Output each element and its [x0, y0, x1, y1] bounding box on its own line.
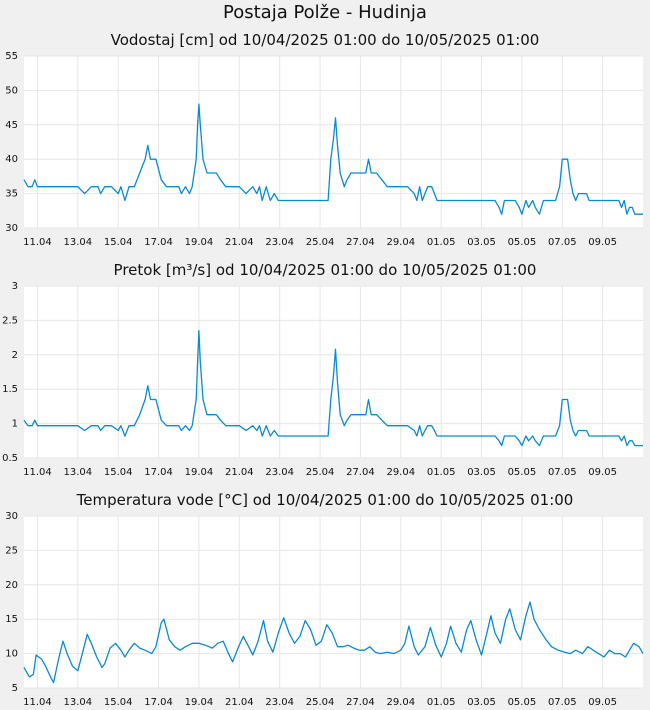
- y-tick-label: 10: [5, 649, 18, 660]
- y-tick-label: 0.5: [2, 453, 18, 464]
- x-tick-label: 19.04: [185, 467, 214, 478]
- x-tick-label: 27.04: [346, 697, 375, 708]
- x-tick-label: 19.04: [185, 237, 214, 248]
- y-tick-label: 1: [12, 419, 18, 430]
- x-tick-label: 15.04: [104, 237, 133, 248]
- x-tick-label: 25.04: [306, 697, 335, 708]
- x-tick-label: 11.04: [23, 467, 52, 478]
- x-tick-label: 21.04: [225, 237, 254, 248]
- x-tick-label: 25.04: [306, 467, 335, 478]
- x-tick-label: 23.04: [265, 237, 294, 248]
- x-tick-label: 05.05: [508, 467, 537, 478]
- y-tick-label: 40: [5, 154, 18, 165]
- y-tick-label: 30: [5, 511, 18, 522]
- x-tick-label: 29.04: [386, 237, 415, 248]
- x-tick-label: 27.04: [346, 237, 375, 248]
- x-tick-label: 29.04: [386, 467, 415, 478]
- chart-title-water-level: Vodostaj [cm] od 10/04/2025 01:00 do 10/…: [110, 31, 540, 49]
- y-tick-label: 30: [5, 223, 18, 234]
- x-tick-label: 07.05: [548, 237, 577, 248]
- x-tick-label: 09.05: [588, 467, 617, 478]
- x-tick-label: 13.04: [64, 467, 93, 478]
- x-tick-label: 05.05: [508, 697, 537, 708]
- x-tick-label: 29.04: [386, 697, 415, 708]
- x-tick-label: 03.05: [467, 467, 496, 478]
- x-tick-label: 03.05: [467, 697, 496, 708]
- y-tick-label: 2: [12, 350, 18, 361]
- x-tick-label: 01.05: [427, 467, 456, 478]
- x-tick-label: 13.04: [64, 237, 93, 248]
- y-tick-label: 45: [5, 120, 18, 131]
- x-tick-label: 27.04: [346, 467, 375, 478]
- x-tick-label: 15.04: [104, 697, 133, 708]
- plot-area: [24, 516, 643, 688]
- x-tick-label: 03.05: [467, 237, 496, 248]
- y-tick-label: 1.5: [2, 384, 18, 395]
- x-tick-label: 05.05: [508, 237, 537, 248]
- page-title: Postaja Polže - Hudinja: [223, 2, 427, 23]
- x-tick-label: 09.05: [588, 237, 617, 248]
- y-tick-label: 5: [12, 683, 18, 694]
- x-tick-label: 19.04: [185, 697, 214, 708]
- x-tick-label: 17.04: [144, 697, 173, 708]
- x-tick-label: 23.04: [265, 697, 294, 708]
- x-tick-label: 07.05: [548, 697, 577, 708]
- y-tick-label: 50: [5, 85, 18, 96]
- y-tick-label: 55: [5, 51, 18, 62]
- chart-panel-1: 0.5 1 1.5 2 2.5 3 11.04 13.04 15.04 17.04 19.04 21.…: [2, 281, 643, 478]
- chart-panel-2: 5 10 15 20 25 30 11.04 13.04 15.04 17.04 19.04 21.0…: [5, 511, 644, 708]
- series-line-0: [23, 103, 643, 215]
- y-tick-label: 3: [12, 281, 18, 292]
- x-tick-label: 01.05: [427, 237, 456, 248]
- x-tick-label: 01.05: [427, 697, 456, 708]
- chart-title-water-temperature: Temperatura vode [°C] od 10/04/2025 01:0…: [76, 491, 574, 509]
- series-line-0: [23, 601, 644, 684]
- x-tick-label: 11.04: [23, 697, 52, 708]
- y-tick-label: 35: [5, 189, 18, 200]
- x-tick-label: 11.04: [23, 237, 52, 248]
- x-tick-label: 25.04: [306, 237, 335, 248]
- x-tick-label: 09.05: [588, 697, 617, 708]
- x-tick-label: 13.04: [64, 697, 93, 708]
- x-tick-label: 17.04: [144, 237, 173, 248]
- chart-panel-0: 30 35 40 45 50 55 11.04 13.04 15.04 17.04 19.04 21.…: [5, 51, 643, 248]
- x-tick-label: 21.04: [225, 467, 254, 478]
- chart-title-discharge: Pretok [m³/s] od 10/04/2025 01:00 do 10/…: [113, 261, 537, 279]
- y-tick-label: 15: [5, 614, 18, 625]
- x-tick-label: 23.04: [265, 467, 294, 478]
- x-tick-label: 21.04: [225, 697, 254, 708]
- x-tick-label: 07.05: [548, 467, 577, 478]
- y-tick-label: 2.5: [2, 315, 18, 326]
- y-tick-label: 20: [5, 580, 18, 591]
- series-line-0: [23, 330, 643, 447]
- y-tick-label: 25: [5, 545, 18, 556]
- x-tick-label: 15.04: [104, 467, 133, 478]
- x-tick-label: 17.04: [144, 467, 173, 478]
